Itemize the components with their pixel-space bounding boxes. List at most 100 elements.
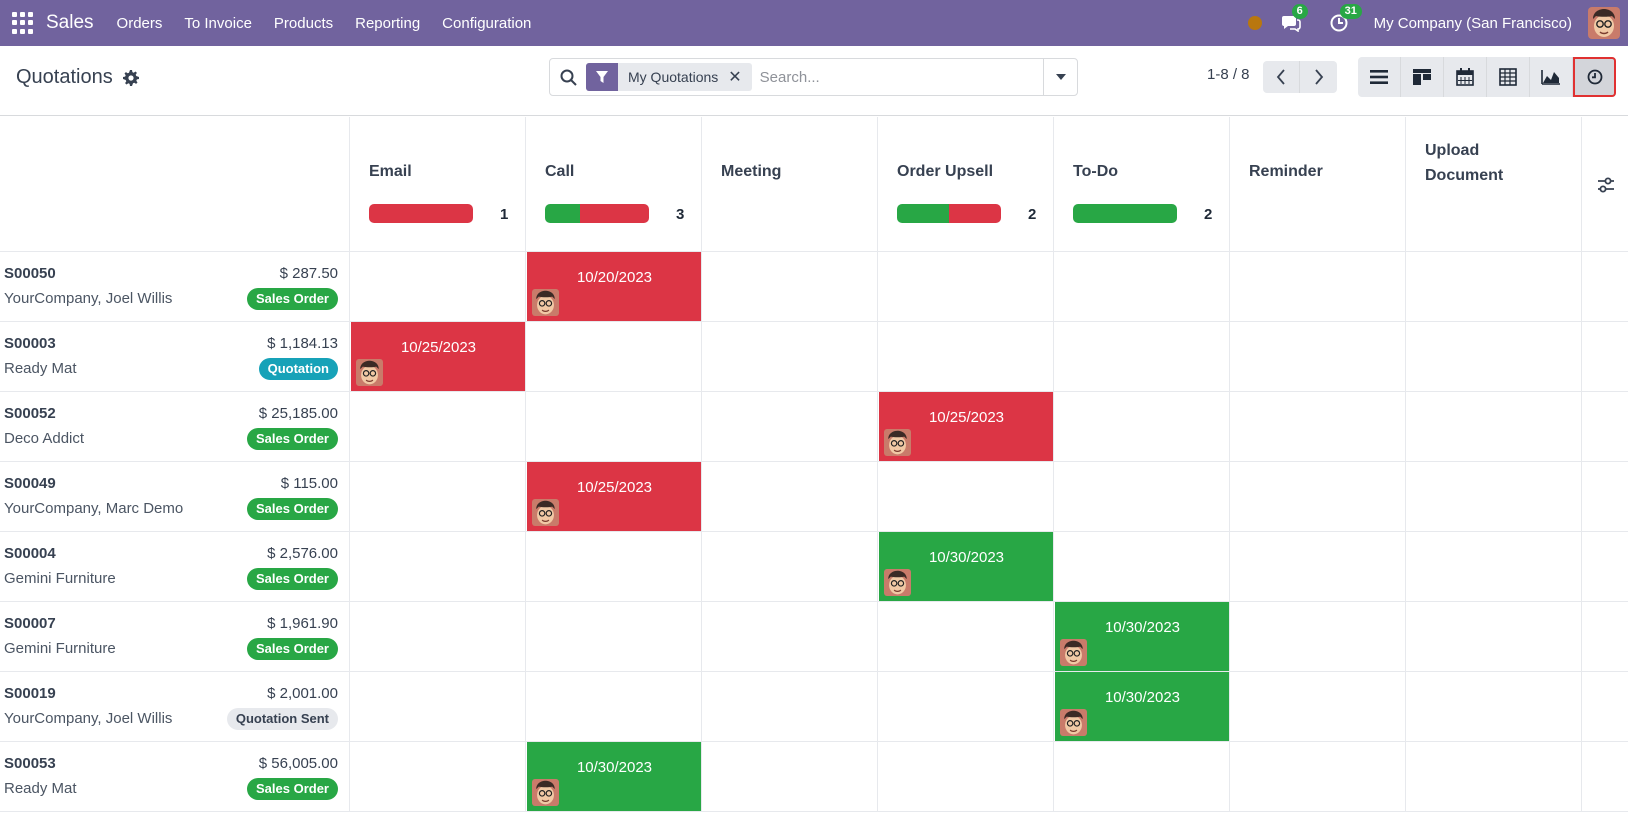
activity-cell[interactable] [877, 672, 1053, 741]
activities-button[interactable]: 31 [1326, 4, 1362, 36]
activity-planned-block[interactable]: 10/30/2023 [1055, 602, 1230, 671]
activity-planned-block[interactable]: 10/30/2023 [879, 532, 1054, 601]
activity-cell[interactable] [1053, 742, 1229, 811]
activity-cell[interactable] [1053, 392, 1229, 461]
activity-view-button[interactable] [1573, 57, 1616, 97]
search-options-toggle[interactable] [1043, 59, 1077, 95]
pager-value[interactable]: 1-8 / 8 [1207, 66, 1250, 83]
activity-cell[interactable] [1405, 532, 1581, 601]
activity-cell[interactable] [525, 672, 701, 741]
activity-cell[interactable] [701, 462, 877, 531]
activity-overdue-block[interactable]: 10/20/2023 [527, 252, 702, 321]
activity-cell[interactable]: 10/30/2023 [877, 532, 1054, 601]
calendar-view-button[interactable] [1444, 57, 1487, 97]
activity-progress-bar[interactable] [1073, 204, 1177, 223]
activity-cell[interactable] [525, 602, 701, 671]
list-view-button[interactable] [1358, 57, 1401, 97]
gear-icon[interactable] [122, 69, 139, 86]
activity-cell[interactable] [701, 252, 877, 321]
activity-cell[interactable] [1229, 322, 1405, 391]
activity-cell[interactable]: 10/25/2023 [525, 462, 702, 531]
menu-to-invoice[interactable]: To Invoice [184, 14, 252, 32]
activity-cell[interactable] [349, 392, 525, 461]
activity-overdue-block[interactable]: 10/25/2023 [879, 392, 1054, 461]
activity-cell[interactable] [701, 392, 877, 461]
activity-cell[interactable] [349, 462, 525, 531]
pager-previous-button[interactable] [1263, 61, 1300, 93]
activity-cell[interactable] [1405, 742, 1581, 811]
activity-cell[interactable] [525, 392, 701, 461]
activity-cell[interactable] [1229, 462, 1405, 531]
progress-planned-segment[interactable] [897, 204, 949, 223]
app-name[interactable]: Sales [46, 12, 94, 33]
activity-cell[interactable]: 10/25/2023 [349, 322, 526, 391]
column-settings-icon[interactable] [1597, 176, 1615, 199]
activity-cell[interactable] [1405, 462, 1581, 531]
activity-progress-bar[interactable] [545, 204, 649, 223]
activity-cell[interactable] [701, 322, 877, 391]
activity-cell[interactable]: 10/30/2023 [1053, 672, 1230, 741]
kanban-view-button[interactable] [1401, 57, 1444, 97]
record-summary[interactable]: S00053 Ready Mat $ 56,005.00 Sales Order [0, 742, 349, 811]
graph-view-button[interactable] [1530, 57, 1573, 97]
record-summary[interactable]: S00003 Ready Mat $ 1,184.13 Quotation [0, 322, 349, 391]
search-input[interactable] [759, 68, 1020, 86]
activity-cell[interactable] [877, 602, 1053, 671]
progress-overdue-segment[interactable] [579, 204, 649, 223]
activity-cell[interactable] [1053, 462, 1229, 531]
activity-cell[interactable] [1229, 392, 1405, 461]
apps-grid-icon[interactable] [12, 12, 34, 34]
activity-cell[interactable]: 10/30/2023 [525, 742, 702, 811]
record-summary[interactable]: S00004 Gemini Furniture $ 2,576.00 Sales Or… [0, 532, 349, 601]
progress-planned-segment[interactable] [545, 204, 580, 223]
activity-cell[interactable] [1229, 742, 1405, 811]
activity-cell[interactable] [349, 672, 525, 741]
activity-progress-bar[interactable] [369, 204, 473, 223]
activity-cell[interactable] [701, 532, 877, 601]
activity-planned-block[interactable]: 10/30/2023 [527, 742, 702, 811]
activity-cell[interactable]: 10/30/2023 [1053, 602, 1230, 671]
activity-planned-block[interactable]: 10/30/2023 [1055, 672, 1230, 741]
activity-cell[interactable] [701, 672, 877, 741]
activity-cell[interactable] [1405, 672, 1581, 741]
activity-cell[interactable] [1229, 672, 1405, 741]
activity-cell[interactable] [349, 532, 525, 601]
record-summary[interactable]: S00019 YourCompany, Joel Willis $ 2,001.00… [0, 672, 349, 741]
record-summary[interactable]: S00049 YourCompany, Marc Demo $ 115.00 Sale… [0, 462, 349, 531]
activity-cell[interactable] [1229, 532, 1405, 601]
activity-cell[interactable] [1405, 252, 1581, 321]
activity-cell[interactable] [525, 532, 701, 601]
messages-button[interactable]: 6 [1278, 4, 1308, 36]
progress-overdue-segment[interactable] [949, 204, 1001, 223]
menu-reporting[interactable]: Reporting [355, 14, 421, 32]
menu-orders[interactable]: Orders [116, 14, 163, 32]
activity-overdue-block[interactable]: 10/25/2023 [351, 322, 526, 391]
activity-cell[interactable] [1405, 392, 1581, 461]
activity-cell[interactable] [1053, 532, 1229, 601]
menu-products[interactable]: Products [273, 14, 334, 32]
activity-cell[interactable] [877, 322, 1053, 391]
activity-cell[interactable] [349, 252, 525, 321]
activity-cell[interactable] [877, 462, 1053, 531]
user-avatar[interactable] [1588, 7, 1620, 39]
menu-configuration[interactable]: Configuration [442, 14, 532, 32]
pivot-view-button[interactable] [1487, 57, 1530, 97]
activity-cell[interactable] [1053, 252, 1229, 321]
record-summary[interactable]: S00007 Gemini Furniture $ 1,961.90 Sales Or… [0, 602, 349, 671]
activity-cell[interactable] [1229, 252, 1405, 321]
activity-cell[interactable]: 10/20/2023 [525, 252, 702, 321]
activity-overdue-block[interactable]: 10/25/2023 [527, 462, 702, 531]
progress-planned-segment[interactable] [1073, 204, 1177, 223]
record-summary[interactable]: S00050 YourCompany, Joel Willis $ 287.50 Sa… [0, 252, 349, 321]
activity-cell[interactable] [701, 602, 877, 671]
activity-cell[interactable] [1405, 602, 1581, 671]
activity-cell[interactable] [701, 742, 877, 811]
facet-remove-icon[interactable]: ✕ [728, 69, 742, 86]
record-summary[interactable]: S00052 Deco Addict $ 25,185.00 Sales Order [0, 392, 349, 461]
progress-overdue-segment[interactable] [369, 204, 473, 223]
activity-cell[interactable]: 10/25/2023 [877, 392, 1054, 461]
activity-cell[interactable] [1053, 322, 1229, 391]
activity-cell[interactable] [877, 742, 1053, 811]
activity-cell[interactable] [1405, 322, 1581, 391]
pager-next-button[interactable] [1300, 61, 1337, 93]
